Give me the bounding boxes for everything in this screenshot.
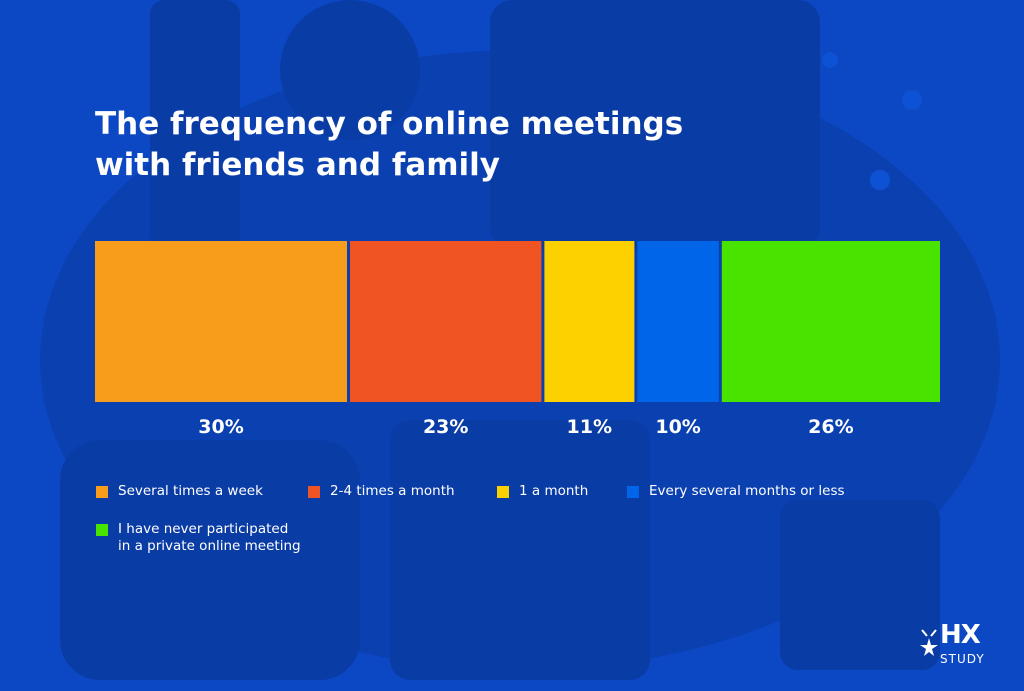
legend-item-2: 2-4 times a month [308,483,455,500]
bar-segment-4 [637,241,719,402]
legend-label: Several times a week [118,483,263,500]
legend-label: 1 a month [519,483,588,500]
legend-swatch [96,486,108,498]
logo-subtext: STUDY [940,652,985,666]
legend-label-line: 1 a month [519,483,589,499]
legend-item-3: 1 a month [497,483,588,500]
legend-label-line: 2-4 times a month [330,483,455,499]
legend-swatch [497,486,509,498]
legend-swatch [96,524,108,536]
legend-swatch [627,486,639,498]
legend-swatch [308,486,320,498]
legend-item-5: I have never participated in a private on… [96,521,301,555]
data-label-5: 26% [808,416,853,438]
legend-label-line: I have never participated [118,521,289,537]
hx-study-logo: HX STUDY [918,620,988,676]
logo-star-icon [920,629,938,656]
legend-label: I have never participated in a private on… [118,521,301,555]
legend-label-line: Every several months or less [649,483,845,499]
chart-title-line-1: The frequency of online meetings [95,106,684,142]
data-label-1: 30% [198,416,243,438]
legend-label-line: Several times a week [118,483,263,499]
chart-title: The frequency of online meetings with fr… [95,104,795,186]
bar-segment-5 [721,241,940,402]
legend-label: Every several months or less [649,483,845,500]
legend-label: 2-4 times a month [330,483,455,500]
legend-label-line: in a private online meeting [118,538,301,554]
bar-segment-3 [544,241,635,402]
legend-item-1: Several times a week [96,483,263,500]
data-label-4: 10% [655,416,700,438]
bar-segment-2 [350,241,542,402]
legend-item-4: Every several months or less [627,483,845,500]
chart-title-line-2: with friends and family [95,147,501,183]
bar-segment-1 [95,241,347,402]
data-label-3: 11% [567,416,612,438]
logo-mark: HX [940,620,981,650]
data-label-2: 23% [423,416,468,438]
